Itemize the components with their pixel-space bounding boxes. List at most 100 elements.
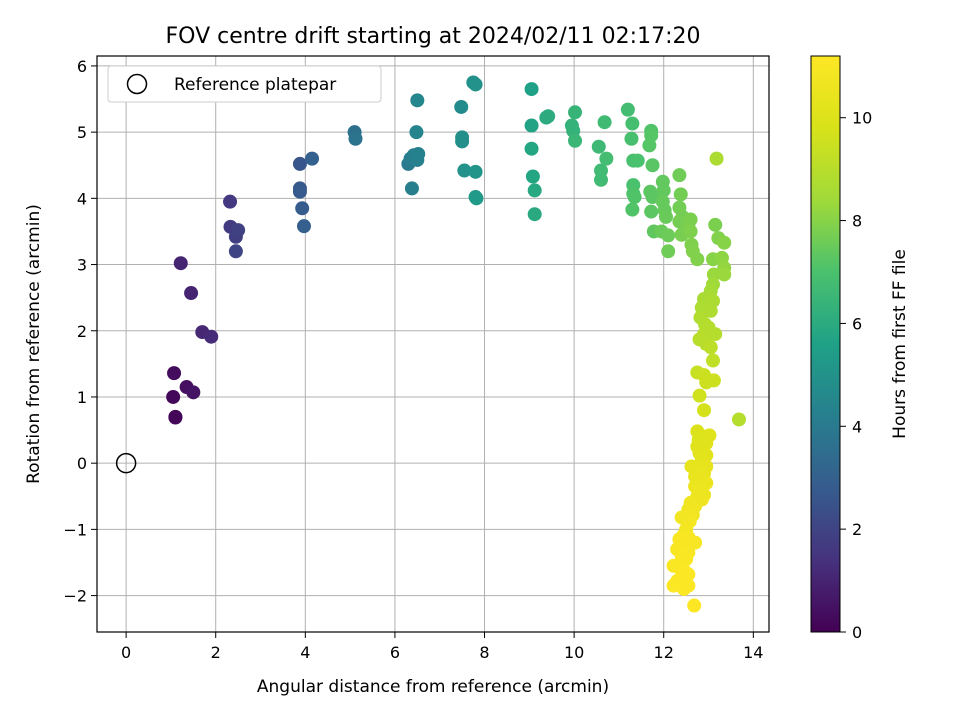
colorbar-ticks: 0 2 4 6 8 10 bbox=[840, 109, 872, 642]
reference-platepar-marker bbox=[115, 452, 137, 474]
x-tick-label: 6 bbox=[390, 643, 400, 662]
y-tick-label: 4 bbox=[77, 189, 87, 208]
colorbar-tick-label: 8 bbox=[852, 212, 862, 231]
scatter-point bbox=[468, 164, 483, 179]
scatter-point bbox=[305, 151, 320, 166]
scatter-point bbox=[708, 327, 723, 342]
scatter-point bbox=[706, 373, 721, 388]
data-points bbox=[166, 75, 746, 613]
scatter-point bbox=[410, 93, 425, 108]
scatter-point bbox=[591, 139, 606, 154]
scatter-point bbox=[683, 212, 698, 227]
scatter-point bbox=[168, 410, 183, 425]
y-tick-label: 3 bbox=[77, 256, 87, 275]
scatter-point bbox=[223, 194, 238, 209]
scatter-point bbox=[731, 412, 746, 427]
legend: Reference platepar bbox=[107, 65, 382, 103]
scatter-point bbox=[661, 244, 676, 259]
scatter-point bbox=[703, 303, 718, 318]
scatter-point bbox=[642, 138, 657, 153]
y-tick-label: 2 bbox=[77, 322, 87, 341]
x-tick-label: 12 bbox=[654, 643, 674, 662]
scatter-point bbox=[683, 224, 698, 239]
scatter-point bbox=[468, 77, 483, 92]
scatter-point bbox=[411, 146, 426, 161]
colorbar-tick-label: 4 bbox=[852, 417, 862, 436]
scatter-point bbox=[594, 172, 608, 187]
scatter-point bbox=[676, 581, 691, 596]
scatter-point bbox=[296, 219, 311, 234]
scatter-point bbox=[625, 202, 640, 217]
scatter-point bbox=[541, 109, 556, 124]
scatter-point bbox=[717, 267, 732, 282]
scatter-point bbox=[597, 115, 612, 130]
scatter-point bbox=[292, 156, 307, 171]
scatter-point bbox=[703, 340, 718, 355]
y-tick-label: 6 bbox=[77, 57, 87, 76]
scatter-point bbox=[672, 168, 687, 183]
scatter-point bbox=[661, 228, 676, 243]
scatter-point bbox=[348, 131, 363, 146]
x-tick-label: 4 bbox=[300, 643, 310, 662]
scatter-point bbox=[717, 235, 732, 250]
scatter-point bbox=[568, 105, 583, 120]
plot-frame bbox=[96, 55, 770, 633]
x-tick-label: 10 bbox=[564, 643, 584, 662]
y-tick-label: −1 bbox=[63, 520, 87, 539]
scatter-point bbox=[455, 134, 470, 149]
scatter-point bbox=[228, 244, 243, 259]
scatter-point bbox=[630, 153, 645, 168]
scatter-point bbox=[673, 187, 688, 202]
scatter-point bbox=[524, 82, 539, 97]
scatter-point bbox=[166, 389, 181, 404]
scatter-point bbox=[624, 131, 639, 146]
scatter-point bbox=[599, 151, 614, 166]
scatter-point bbox=[167, 366, 182, 381]
legend-entry-reference: Reference platepar bbox=[174, 75, 336, 95]
scatter-point bbox=[173, 256, 188, 271]
scatter-point bbox=[687, 598, 702, 613]
chart-title: FOV centre drift starting at 2024/02/11 … bbox=[166, 24, 701, 49]
y-tick-label: 1 bbox=[77, 388, 87, 407]
y-tick-label: 0 bbox=[77, 454, 87, 473]
x-tick-label: 8 bbox=[479, 643, 489, 662]
scatter-point bbox=[292, 184, 307, 199]
colorbar-tick-label: 2 bbox=[852, 520, 862, 539]
scatter-point bbox=[186, 385, 201, 400]
scatter-point bbox=[524, 141, 539, 156]
scatter-point bbox=[688, 535, 703, 550]
scatter-point bbox=[527, 207, 542, 222]
colorbar-tick-label: 10 bbox=[852, 109, 872, 128]
scatter-point bbox=[644, 204, 659, 219]
x-axis-label: Angular distance from reference (arcmin) bbox=[257, 677, 609, 697]
scatter-point bbox=[404, 181, 419, 196]
scatter-point bbox=[690, 252, 705, 267]
colorbar-label: Hours from first FF file bbox=[890, 249, 910, 439]
scatter-point bbox=[708, 217, 723, 232]
x-axis-ticks: 0 2 4 6 8 10 12 14 bbox=[121, 632, 763, 662]
scatter-point bbox=[656, 183, 671, 198]
scatter-point bbox=[625, 116, 640, 131]
scatter-point bbox=[525, 169, 540, 184]
scatter-point bbox=[620, 102, 635, 117]
scatter-point bbox=[658, 209, 673, 224]
scatter-point bbox=[627, 190, 642, 205]
colorbar-tick-label: 6 bbox=[852, 314, 862, 333]
grid-lines bbox=[97, 56, 769, 632]
x-tick-label: 0 bbox=[121, 643, 131, 662]
scatter-point bbox=[454, 99, 469, 114]
y-tick-label: 5 bbox=[77, 123, 87, 142]
colorbar-tick-label: 0 bbox=[852, 623, 862, 642]
scatter-point bbox=[295, 201, 310, 216]
scatter-point bbox=[204, 329, 219, 344]
colorbar-gradient bbox=[810, 55, 841, 633]
scatter-point bbox=[527, 183, 542, 198]
scatter-point bbox=[469, 191, 484, 206]
legend-marker-icon bbox=[126, 73, 148, 95]
scatter-point bbox=[699, 436, 714, 451]
scatter-point bbox=[692, 388, 707, 403]
scatter-point bbox=[568, 133, 583, 148]
scatter-point bbox=[231, 223, 246, 238]
